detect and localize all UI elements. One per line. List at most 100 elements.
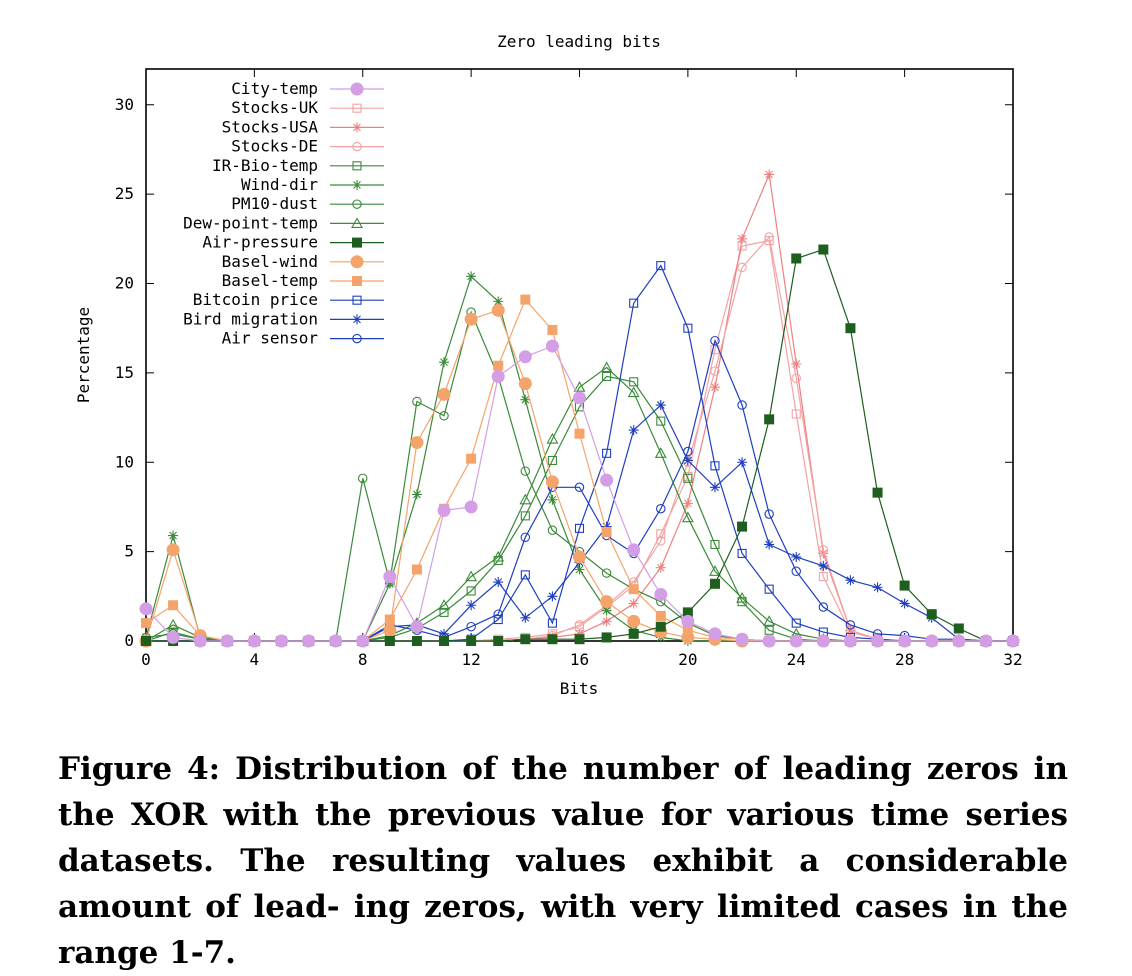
data-point [601, 568, 612, 578]
data-point [628, 584, 639, 595]
data-point [383, 570, 397, 584]
series-basel-wind [139, 303, 1020, 648]
data-point [764, 169, 775, 180]
data-point [411, 636, 422, 646]
data-point [655, 400, 666, 411]
x-tick-label: 12 [461, 650, 480, 669]
data-point [439, 607, 449, 617]
x-tick-label: 32 [1003, 650, 1022, 669]
data-point [466, 636, 477, 646]
data-point [519, 493, 532, 505]
data-point [141, 618, 151, 629]
data-point [547, 634, 558, 645]
data-point [602, 371, 612, 382]
data-point [166, 543, 180, 557]
data-point [492, 550, 505, 562]
data-point [464, 500, 478, 514]
legend-swatch-marker [350, 255, 364, 269]
data-point [898, 634, 912, 648]
data-point [845, 323, 856, 334]
chart: Zero leading bits 0 4 8 12 16 20 24 28 32 0 5 10 15 2… [74, 32, 1023, 698]
legend-label: IR-Bio-temp [212, 156, 318, 175]
legend-swatch-marker [352, 161, 362, 171]
y-tick-label: 15 [115, 363, 134, 382]
data-point [601, 521, 612, 532]
data-point [439, 411, 449, 421]
data-point [872, 487, 883, 498]
data-point [818, 548, 829, 559]
legend-swatch-marker [352, 199, 362, 209]
data-point [411, 564, 422, 575]
data-point [710, 335, 720, 346]
data-point [818, 545, 829, 555]
data-point [493, 609, 503, 619]
data-point [737, 548, 747, 558]
data-point [491, 303, 505, 317]
data-point [791, 373, 801, 383]
x-tick-label: 0 [141, 650, 151, 669]
y-tick-label: 0 [124, 631, 134, 650]
data-point [818, 560, 829, 571]
data-point [493, 636, 504, 646]
data-point [737, 457, 748, 468]
data-point [520, 612, 531, 623]
data-point [547, 591, 558, 602]
legend-label: Air sensor [222, 329, 319, 348]
legend-label: Wind-dir [241, 175, 318, 194]
legend-entry: Basel-temp [222, 271, 384, 290]
data-point [302, 634, 316, 648]
data-point [681, 511, 694, 523]
data-point [466, 621, 476, 632]
data-point [410, 436, 424, 450]
data-point [491, 369, 505, 383]
data-point [845, 620, 856, 630]
data-point [574, 620, 585, 630]
data-point [655, 562, 666, 573]
data-point [601, 605, 612, 616]
data-point [573, 381, 586, 392]
data-point [737, 233, 748, 244]
legend-entry: IR-Bio-temp [212, 156, 384, 175]
data-point [629, 377, 639, 387]
legend-entry: Basel-wind [222, 252, 384, 271]
data-point [601, 632, 612, 643]
data-point [493, 296, 504, 307]
data-point [736, 591, 748, 603]
series-line [146, 338, 1013, 642]
data-point [791, 358, 802, 369]
data-point [168, 600, 179, 611]
data-point [654, 588, 668, 602]
data-point [574, 428, 585, 439]
figure-caption: Figure 4: Distribution of the number of … [58, 751, 1068, 971]
data-point [683, 446, 693, 457]
data-point [710, 539, 720, 550]
data-point [168, 530, 179, 541]
data-point [356, 634, 370, 648]
data-point [628, 628, 639, 639]
data-point [167, 618, 180, 630]
data-point [493, 614, 503, 625]
series-line [146, 404, 1013, 642]
data-point [439, 357, 450, 368]
data-point [464, 312, 478, 326]
legend-swatch-marker [351, 217, 363, 228]
data-point [683, 473, 693, 483]
data-point [493, 577, 504, 588]
x-tick-label: 24 [787, 650, 806, 669]
series-dew-point-temp [140, 361, 1019, 646]
legend-label: Bird migration [183, 309, 318, 328]
legend-swatch-marker [352, 276, 362, 286]
legend-entry: Stocks-DE [231, 137, 384, 156]
series-line [145, 309, 1013, 642]
data-point [709, 578, 720, 589]
data-point [601, 526, 612, 537]
y-tick-label: 20 [115, 274, 134, 293]
data-point [518, 350, 532, 364]
data-point [574, 523, 585, 533]
legend: City-tempStocks-UKStocks-USAStocks-DEIR-… [183, 79, 384, 348]
data-point [655, 621, 666, 632]
data-point [845, 625, 856, 636]
data-point [843, 634, 857, 648]
data-point [141, 636, 151, 646]
chart-title: Zero leading bits [497, 32, 661, 51]
